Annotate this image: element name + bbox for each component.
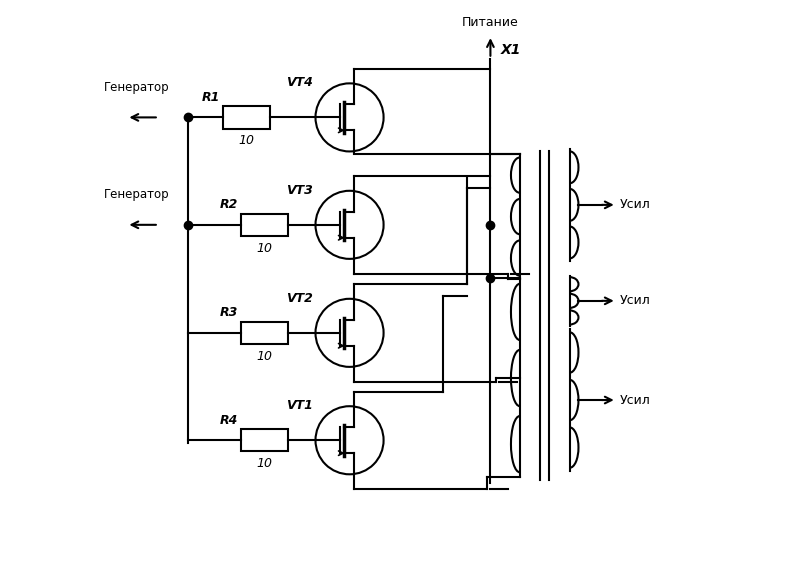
Text: VT4: VT4 — [285, 76, 312, 89]
Text: 10: 10 — [256, 350, 273, 363]
Text: X1: X1 — [501, 43, 521, 57]
Text: VT2: VT2 — [285, 292, 312, 305]
Text: Усил: Усил — [619, 393, 650, 407]
Text: Генератор: Генератор — [104, 81, 169, 94]
Text: VT3: VT3 — [285, 184, 312, 197]
Text: Генератор: Генератор — [104, 188, 169, 201]
Bar — [241, 429, 288, 451]
Text: 10: 10 — [256, 457, 273, 470]
Bar — [224, 106, 270, 129]
Text: VT1: VT1 — [285, 399, 312, 412]
Text: Усил: Усил — [619, 294, 650, 308]
Text: R2: R2 — [220, 198, 238, 211]
Text: 10: 10 — [256, 242, 273, 255]
Text: R3: R3 — [220, 306, 238, 319]
Bar — [241, 214, 288, 236]
Text: 10: 10 — [239, 134, 255, 147]
Text: R4: R4 — [220, 414, 238, 427]
Text: R1: R1 — [202, 91, 220, 104]
Text: Усил: Усил — [619, 198, 650, 211]
Text: Питание: Питание — [462, 16, 519, 29]
Bar — [241, 322, 288, 344]
